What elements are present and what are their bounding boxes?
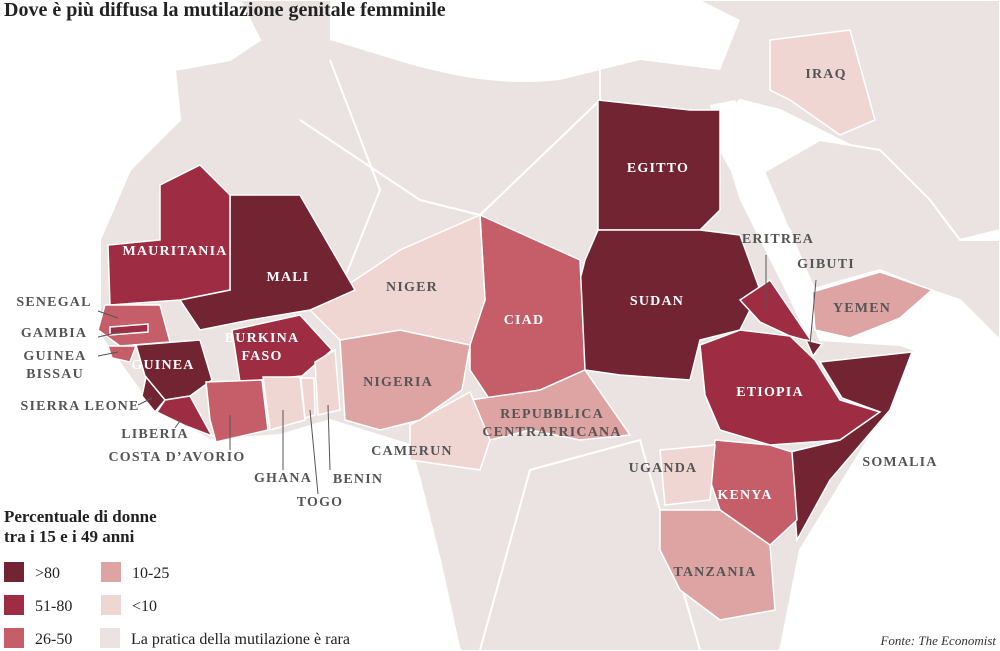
legend: >80 51-80 26-50 10-25 <10 La pratica della mu… bbox=[4, 562, 350, 648]
country-label: BENIN bbox=[333, 472, 383, 487]
country-label: MALI bbox=[267, 270, 310, 285]
source: Fonte: The Economist bbox=[879, 633, 996, 648]
legend-swatch bbox=[100, 628, 120, 648]
countries bbox=[97, 29, 934, 621]
legend-swatch bbox=[4, 595, 24, 615]
country bbox=[141, 375, 166, 414]
country-label: GAMBIA bbox=[21, 326, 87, 341]
country-label: TANZANIA bbox=[673, 565, 756, 580]
title: Dove è più diffusa la mutilazione genita… bbox=[4, 0, 446, 21]
country-label: REPUBBLICA bbox=[500, 407, 604, 422]
country bbox=[205, 379, 269, 443]
country-label: EGITTO bbox=[627, 161, 689, 176]
leader-lines bbox=[97, 255, 817, 495]
country-label: ETIOPIA bbox=[736, 385, 804, 400]
country bbox=[738, 278, 814, 344]
country-label: COSTA D’AVORIO bbox=[109, 450, 246, 465]
country-label: GHANA bbox=[254, 471, 312, 486]
country-label: SOMALIA bbox=[862, 455, 937, 470]
country-label: UGANDA bbox=[629, 461, 698, 476]
legend-label: <10 bbox=[132, 598, 157, 615]
country bbox=[300, 377, 316, 419]
leader-line bbox=[97, 331, 121, 338]
border bbox=[329, 59, 382, 291]
country-label: GUINEA bbox=[23, 349, 86, 364]
leader-line bbox=[97, 351, 119, 357]
country-label: IRAQ bbox=[805, 67, 846, 82]
country-label: KENYA bbox=[717, 488, 772, 503]
country-label: NIGER bbox=[386, 280, 438, 295]
country bbox=[811, 271, 934, 339]
legend-swatch bbox=[4, 628, 24, 648]
legend-label: 26-50 bbox=[35, 631, 72, 648]
country-label: GUINEA bbox=[131, 358, 194, 373]
country-label: CAMERUN bbox=[371, 444, 453, 459]
country-label: FASO bbox=[241, 349, 282, 364]
legend-label: >80 bbox=[35, 565, 60, 582]
country bbox=[106, 345, 138, 363]
legend-label: 51-80 bbox=[35, 598, 72, 615]
country-label: BURKINA bbox=[225, 331, 300, 346]
country bbox=[409, 390, 491, 471]
country-label: GIBUTI bbox=[797, 257, 855, 272]
country-label: ERITREA bbox=[742, 232, 814, 247]
leader-line bbox=[327, 404, 331, 471]
leader-line bbox=[809, 279, 817, 346]
country-labels: EGITTO SUDAN ERITREA GIBUTI ETIOPIA SOMALIA KE… bbox=[16, 67, 937, 580]
legend-title: Percentuale di donne bbox=[4, 507, 157, 526]
country-label: SENEGAL bbox=[16, 295, 91, 310]
country-label: NIGERIA bbox=[363, 375, 433, 390]
country bbox=[262, 376, 306, 431]
red-sea bbox=[710, 100, 820, 340]
country-label: MAURITANIA bbox=[122, 244, 227, 259]
leader-line bbox=[174, 417, 183, 429]
country-label: TOGO bbox=[297, 495, 344, 510]
country bbox=[769, 29, 876, 136]
country-label: YEMEN bbox=[833, 301, 891, 316]
country bbox=[314, 348, 341, 416]
country-label: BISSAU bbox=[26, 367, 84, 382]
leader-line bbox=[97, 310, 119, 319]
country bbox=[155, 395, 214, 438]
legend-swatch bbox=[101, 562, 121, 582]
mediterranean bbox=[330, 0, 740, 82]
country-label: CENTRAFRICANA bbox=[482, 425, 621, 440]
country-label: SUDAN bbox=[630, 294, 684, 309]
legend-label: 10-25 bbox=[132, 565, 169, 582]
legend-swatch bbox=[101, 595, 121, 615]
country bbox=[308, 213, 486, 346]
country-label: SIERRA LEONE bbox=[20, 399, 139, 414]
country bbox=[659, 509, 776, 621]
country bbox=[659, 444, 716, 506]
country-label: CIAD bbox=[504, 313, 545, 328]
border bbox=[299, 99, 601, 217]
legend-label: La pratica della mutilazione è rara bbox=[131, 631, 350, 648]
legend-title: tra i 15 e i 49 anni bbox=[4, 527, 135, 546]
country-label: LIBERIA bbox=[121, 427, 189, 442]
country bbox=[468, 369, 632, 441]
legend-swatch bbox=[4, 562, 24, 582]
leader-line bbox=[309, 409, 319, 495]
leader-line bbox=[137, 397, 153, 406]
